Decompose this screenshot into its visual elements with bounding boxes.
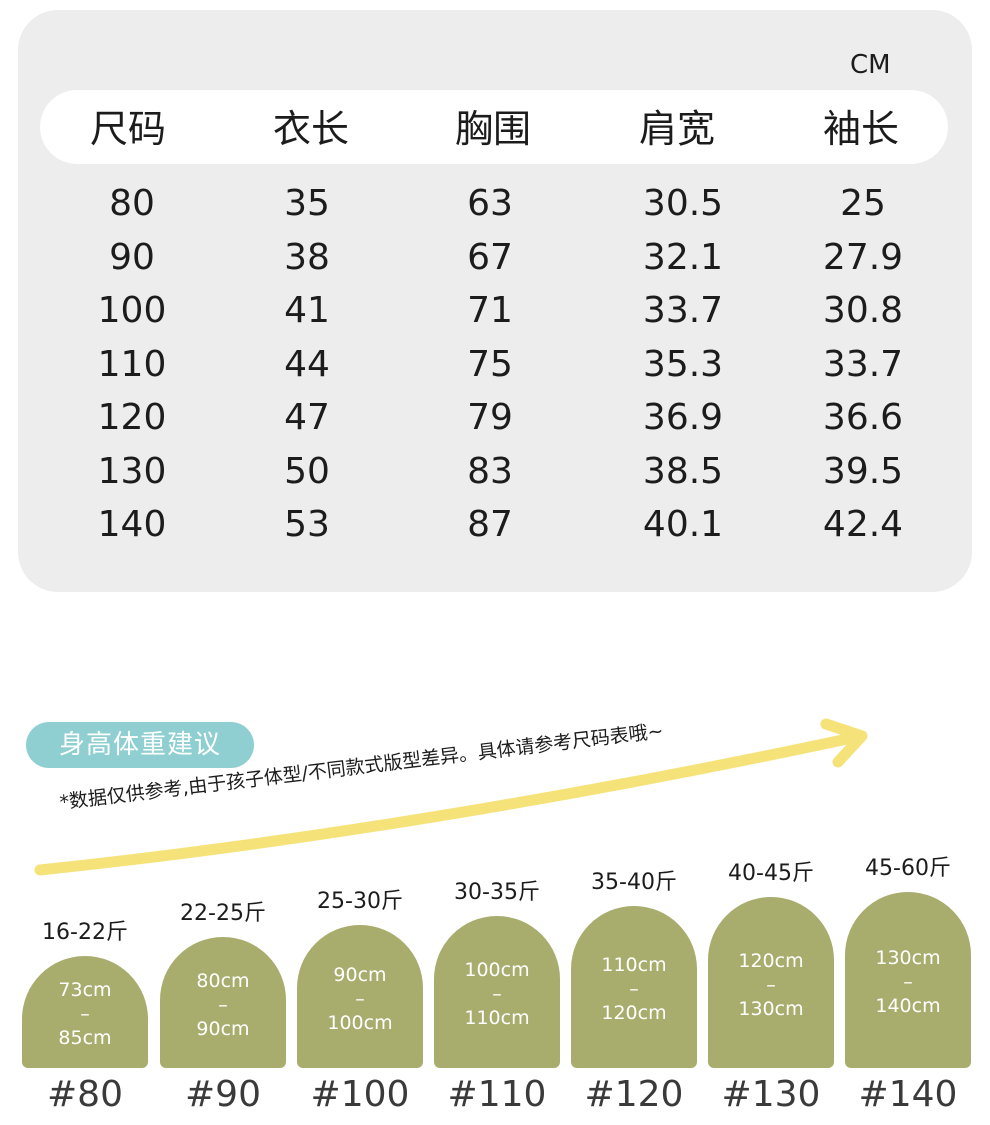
table-cell: 39.5 <box>822 450 904 492</box>
unit-label: CM <box>850 50 891 80</box>
weight-range: 16-22斤 <box>42 920 128 945</box>
height-max: 130cm <box>738 997 804 1020</box>
size-tag: #110 <box>447 1074 547 1115</box>
size-column: 22-25斤 80cm –90cm <box>160 0 286 1125</box>
table-cell: 47 <box>284 397 330 438</box>
table-cell: 100 <box>97 290 167 331</box>
header-size: 尺码 <box>89 107 166 151</box>
range-dash: – <box>492 983 502 1005</box>
height-min: 80cm <box>196 969 250 992</box>
range-dash: – <box>629 978 639 1000</box>
table-cell: 33.7 <box>822 343 904 385</box>
table-cell: 130 <box>97 450 167 492</box>
height-range-shape: 120cm –130cm <box>708 897 834 1068</box>
weight-range: 22-25斤 <box>180 901 266 926</box>
weight-range: 30-35斤 <box>454 880 540 905</box>
height-range-shape: 110cm –120cm <box>571 906 697 1068</box>
table-cell: 67 <box>467 236 513 278</box>
size-column: 16-22斤 73cm –85cm <box>22 0 148 1125</box>
table-cell: 40.1 <box>642 504 724 545</box>
size-tag: #130 <box>721 1074 821 1115</box>
size-tag: #120 <box>584 1074 684 1115</box>
table-cell: 41 <box>284 290 330 331</box>
height-range-shape: 80cm –90cm <box>160 937 286 1068</box>
table-cell: 110 <box>97 343 167 385</box>
table-cell: 35 <box>284 183 330 224</box>
range-dash: – <box>903 971 913 993</box>
height-max: 100cm <box>327 1011 393 1034</box>
weight-range: 40-45斤 <box>728 861 814 886</box>
size-tag: #80 <box>47 1074 123 1115</box>
table-cell: 90 <box>109 236 155 278</box>
table-cell: 63 <box>467 183 513 224</box>
size-column: 25-30斤 90cm –100cm <box>297 0 423 1125</box>
table-cell: 30.8 <box>822 290 904 331</box>
table-cell: 35.3 <box>642 343 724 385</box>
table-cell: 50 <box>284 450 330 492</box>
weight-range: 35-40斤 <box>591 870 677 895</box>
table-cell: 27.9 <box>822 236 904 278</box>
size-column: 45-60斤 130cm –140cm <box>845 0 971 1125</box>
height-max: 90cm <box>196 1017 250 1040</box>
height-max: 85cm <box>58 1027 112 1049</box>
size-tag: #90 <box>185 1074 261 1115</box>
range-dash: – <box>80 1003 90 1025</box>
table-cell: 38.5 <box>642 450 724 492</box>
table-cell: 25 <box>840 183 886 224</box>
height-min: 120cm <box>738 949 804 972</box>
table-cell: 79 <box>467 397 513 438</box>
height-max: 120cm <box>601 1002 667 1024</box>
table-cell: 120 <box>97 397 167 438</box>
height-range-shape: 100cm –110cm <box>434 916 560 1068</box>
height-range-shape: 90cm –100cm <box>297 925 423 1068</box>
table-cell: 38 <box>284 236 330 278</box>
size-column: 40-45斤 120cm –130cm <box>708 0 834 1125</box>
table-cell: 36.9 <box>642 397 724 438</box>
table-cell: 33.7 <box>642 290 724 331</box>
table-cell: 53 <box>284 504 330 545</box>
table-cell: 83 <box>467 450 513 492</box>
height-min: 73cm <box>58 979 112 1001</box>
size-column: 30-35斤 100cm –110cm <box>434 0 560 1125</box>
table-cell: 44 <box>284 343 330 385</box>
header-sleeve: 袖长 <box>822 107 899 151</box>
table-cell: 30.5 <box>642 183 724 224</box>
table-cell: 75 <box>467 343 513 385</box>
range-dash: – <box>766 973 776 996</box>
weight-range: 25-30斤 <box>317 889 403 914</box>
header-length: 衣长 <box>272 107 349 151</box>
table-cell: 42.4 <box>822 504 904 545</box>
height-min: 110cm <box>601 954 667 976</box>
table-cell: 36.6 <box>822 397 904 438</box>
table-cell: 71 <box>467 290 513 331</box>
range-dash: – <box>355 987 365 1010</box>
height-range-shape: 73cm –85cm <box>22 956 148 1068</box>
weight-range: 45-60斤 <box>865 856 951 881</box>
table-header-bar <box>40 90 948 164</box>
table-cell: 32.1 <box>642 236 724 278</box>
height-range-shape: 130cm –140cm <box>845 892 971 1068</box>
table-cell: 140 <box>97 504 167 545</box>
height-min: 90cm <box>333 963 387 986</box>
height-max: 140cm <box>875 995 941 1017</box>
height-max: 110cm <box>464 1007 530 1029</box>
table-cell: 87 <box>467 504 513 545</box>
header-chest: 胸围 <box>454 107 531 151</box>
height-min: 130cm <box>875 947 941 969</box>
header-shoulder: 肩宽 <box>638 107 715 151</box>
range-dash: – <box>218 993 228 1016</box>
height-min: 100cm <box>464 959 530 981</box>
size-column: 35-40斤 110cm –120cm <box>571 0 697 1125</box>
size-tag: #100 <box>310 1074 410 1115</box>
recommendation-badge: 身高体重建议 <box>26 722 254 768</box>
size-tag: #140 <box>858 1074 958 1115</box>
table-cell: 80 <box>109 183 155 224</box>
